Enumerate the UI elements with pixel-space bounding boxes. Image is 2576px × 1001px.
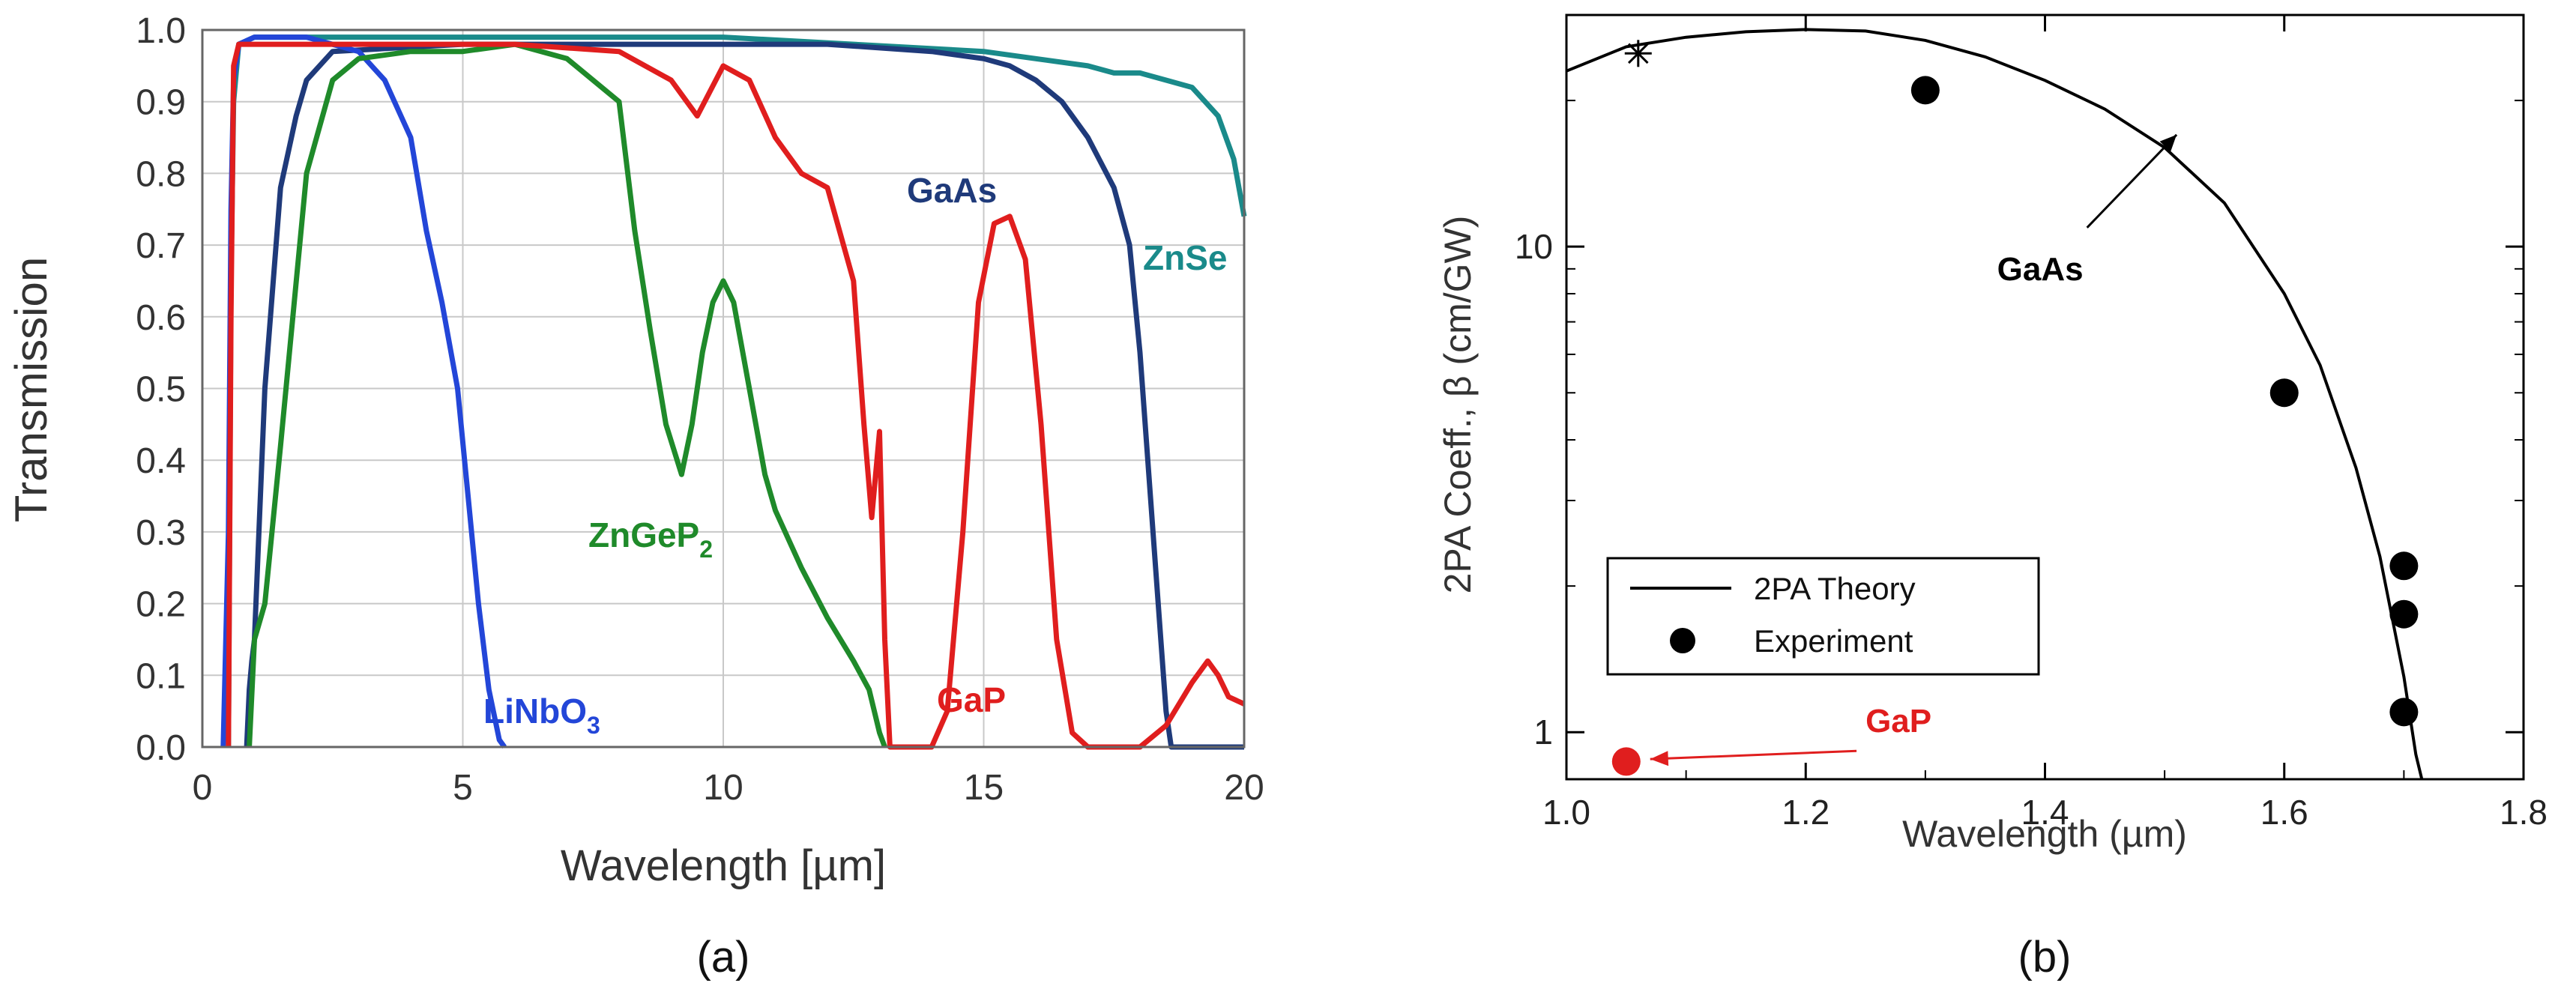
panel-a-y-tick-labels: 0.0 0.1 0.2 0.3 0.4 0.5 0.6 0.7 0.8 0.9 1.0 <box>136 11 186 768</box>
series-line-gaas <box>247 44 1244 747</box>
panel-a-transmission: 0.0 0.1 0.2 0.3 0.4 0.5 0.6 0.7 0.8 0.9 1.0 0 5 10 15… <box>6 11 1264 982</box>
a-y-tick-10: 1.0 <box>136 11 186 51</box>
b-y-tick-0: 1 <box>1533 713 1553 751</box>
b-y-tick-1: 10 <box>1515 227 1553 266</box>
figure: 0.0 0.1 0.2 0.3 0.4 0.5 0.6 0.7 0.8 0.9 1.0 0 5 10 15… <box>0 0 2576 997</box>
annotation-gap-arrow <box>1650 751 1856 759</box>
panel-a-y-axis-label: Transmission <box>6 257 56 523</box>
series-label-znse: ZnSe <box>1143 238 1227 277</box>
series-label-zngep2: ZnGeP2 <box>588 515 713 563</box>
series-label-gap: GaP <box>937 680 1006 719</box>
a-x-tick-4: 20 <box>1224 768 1264 808</box>
a-y-tick-2: 0.2 <box>136 585 186 625</box>
panel-b-label: (b) <box>2018 933 2072 982</box>
b-x-tick-4: 1.8 <box>2500 793 2548 832</box>
point-experiment-4 <box>2389 698 2418 726</box>
series-label-linbo3: LiNbO3 <box>483 692 600 739</box>
panel-b-y-axis-label: 2PA Coeff., β (cm/GW) <box>1437 216 1479 594</box>
a-y-tick-3: 0.3 <box>136 513 186 553</box>
b-x-tick-3: 1.6 <box>2260 793 2308 832</box>
point-gaas-star-0 <box>1625 40 1652 67</box>
a-y-tick-5: 0.5 <box>136 370 186 410</box>
annotation-gaas-arrow <box>2087 135 2177 228</box>
annotation-gap: GaP <box>1865 703 1931 740</box>
series-label-gaas: GaAs <box>907 171 997 210</box>
panel-a-x-axis-label: Wavelength [µm] <box>561 841 886 890</box>
annotation-gap-arrowhead <box>1650 751 1668 766</box>
a-y-tick-1: 0.1 <box>136 656 186 696</box>
a-x-tick-3: 15 <box>964 768 1004 808</box>
panel-b-x-axis-label: Wavelength (µm) <box>1902 813 2187 855</box>
a-y-tick-9: 0.9 <box>136 83 186 123</box>
legend-experiment-swatch <box>1670 628 1695 653</box>
point-experiment-1 <box>2270 378 2299 407</box>
point-gap-point-0 <box>1612 747 1641 775</box>
panel-a-series <box>223 37 1244 747</box>
panel-a-label: (a) <box>697 933 750 982</box>
a-x-tick-2: 10 <box>703 768 743 808</box>
point-experiment-3 <box>2389 600 2418 629</box>
a-y-tick-8: 0.8 <box>136 154 186 194</box>
a-x-tick-1: 5 <box>453 768 473 808</box>
a-y-tick-4: 0.4 <box>136 441 186 481</box>
a-y-tick-0: 0.0 <box>136 728 186 768</box>
panel-b-legend: 2PA Theory Experiment <box>1608 558 2039 674</box>
b-x-tick-0: 1.0 <box>1542 793 1590 832</box>
point-experiment-0 <box>1911 76 1940 104</box>
legend-experiment-label: Experiment <box>1754 623 1913 659</box>
a-y-tick-7: 0.7 <box>136 226 186 266</box>
series-line-zngep2 <box>250 44 885 747</box>
a-y-tick-6: 0.6 <box>136 298 186 338</box>
annotation-gaas: GaAs <box>1997 251 2084 288</box>
a-x-tick-0: 0 <box>193 768 213 808</box>
legend-theory-label: 2PA Theory <box>1754 571 1916 606</box>
panel-a-x-tick-labels: 0 5 10 15 20 <box>193 768 1264 808</box>
point-experiment-2 <box>2389 551 2418 580</box>
b-x-tick-1: 1.2 <box>1782 793 1830 832</box>
